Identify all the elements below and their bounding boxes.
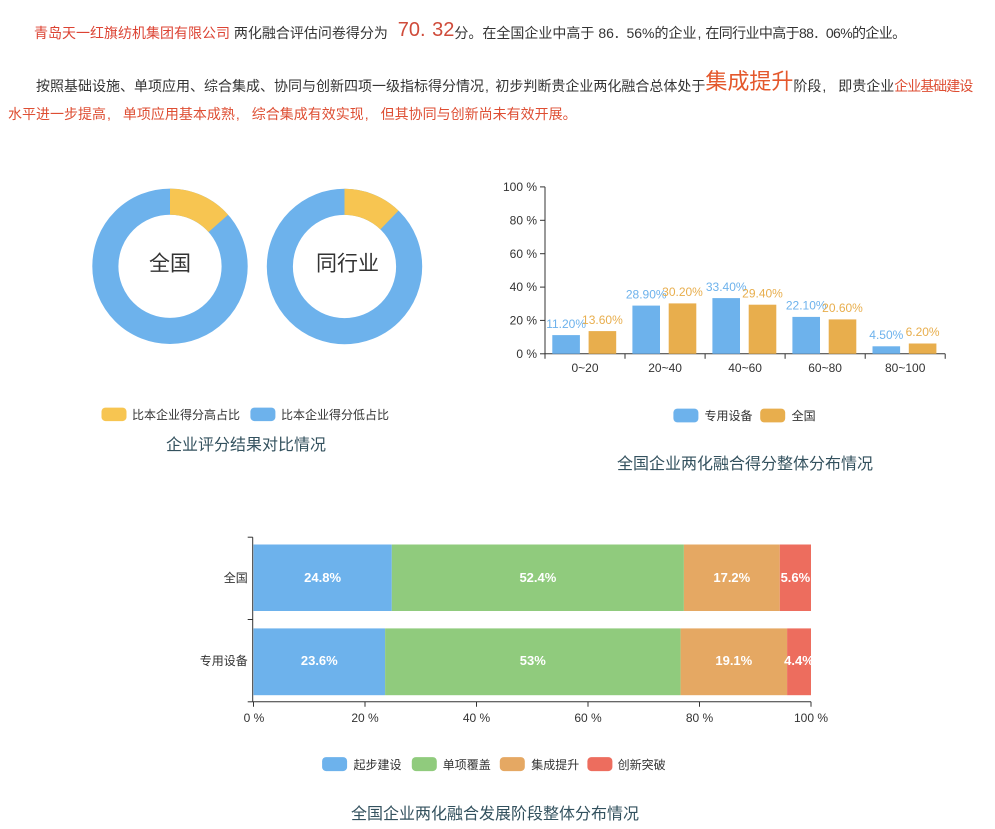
svg-text:24.8%: 24.8% bbox=[304, 570, 341, 585]
svg-text:80 %: 80 % bbox=[510, 213, 538, 227]
svg-text:13.60%: 13.60% bbox=[582, 313, 623, 327]
svg-text:40~60: 40~60 bbox=[728, 361, 762, 375]
svg-text:4.50%: 4.50% bbox=[869, 328, 903, 342]
svg-text:0~20: 0~20 bbox=[571, 361, 598, 375]
svg-text:起步建设: 起步建设 bbox=[354, 758, 402, 772]
svg-text:19.1%: 19.1% bbox=[715, 653, 752, 668]
svg-text:比本企业得分低占比: 比本企业得分低占比 bbox=[281, 407, 389, 422]
svg-text:60 %: 60 % bbox=[510, 247, 538, 261]
svg-text:0 %: 0 % bbox=[516, 347, 537, 361]
svg-text:集成提升: 集成提升 bbox=[531, 757, 579, 772]
svg-text:28.90%: 28.90% bbox=[626, 287, 667, 301]
svg-text:专用设备: 专用设备 bbox=[705, 408, 753, 423]
svg-text:29.40%: 29.40% bbox=[742, 286, 783, 300]
svg-text:11.20%: 11.20% bbox=[546, 317, 586, 331]
svg-text:全国: 全国 bbox=[224, 570, 248, 585]
svg-text:80~100: 80~100 bbox=[885, 361, 926, 375]
svg-text:23.6%: 23.6% bbox=[301, 653, 338, 668]
svg-text:60~80: 60~80 bbox=[808, 361, 842, 375]
svg-text:20 %: 20 % bbox=[510, 314, 538, 328]
svg-text:创新突破: 创新突破 bbox=[618, 757, 666, 772]
svg-text:53%: 53% bbox=[520, 653, 546, 668]
svg-text:同行业: 同行业 bbox=[316, 253, 379, 276]
svg-text:17.2%: 17.2% bbox=[713, 570, 750, 585]
svg-text:比本企业得分高占比: 比本企业得分高占比 bbox=[132, 407, 240, 422]
svg-text:80 %: 80 % bbox=[686, 711, 714, 725]
svg-text:100 %: 100 % bbox=[503, 180, 537, 194]
svg-text:全国企业两化融合发展阶段整体分布情况: 全国企业两化融合发展阶段整体分布情况 bbox=[351, 805, 639, 823]
svg-text:60 %: 60 % bbox=[574, 711, 602, 725]
svg-text:4.4%: 4.4% bbox=[784, 653, 814, 668]
svg-text:0 %: 0 % bbox=[244, 711, 265, 725]
svg-text:全国企业两化融合得分整体分布情况: 全国企业两化融合得分整体分布情况 bbox=[617, 455, 873, 473]
svg-text:全国: 全国 bbox=[792, 408, 816, 423]
svg-text:33.40%: 33.40% bbox=[706, 280, 747, 294]
svg-text:单项覆盖: 单项覆盖 bbox=[443, 758, 491, 772]
svg-text:20.60%: 20.60% bbox=[822, 301, 863, 315]
svg-text:52.4%: 52.4% bbox=[519, 570, 556, 585]
svg-text:40 %: 40 % bbox=[510, 280, 538, 294]
svg-text:40 %: 40 % bbox=[463, 711, 491, 725]
svg-text:100 %: 100 % bbox=[794, 711, 828, 725]
svg-text:企业评分结果对比情况: 企业评分结果对比情况 bbox=[166, 436, 326, 454]
svg-text:30.20%: 30.20% bbox=[662, 285, 703, 299]
svg-text:专用设备: 专用设备 bbox=[200, 653, 248, 668]
svg-text:20 %: 20 % bbox=[351, 711, 379, 725]
svg-text:22.10%: 22.10% bbox=[786, 299, 827, 313]
svg-text:全国: 全国 bbox=[149, 253, 191, 276]
svg-text:6.20%: 6.20% bbox=[906, 325, 940, 339]
svg-text:5.6%: 5.6% bbox=[781, 570, 811, 585]
svg-text:20~40: 20~40 bbox=[648, 361, 682, 375]
